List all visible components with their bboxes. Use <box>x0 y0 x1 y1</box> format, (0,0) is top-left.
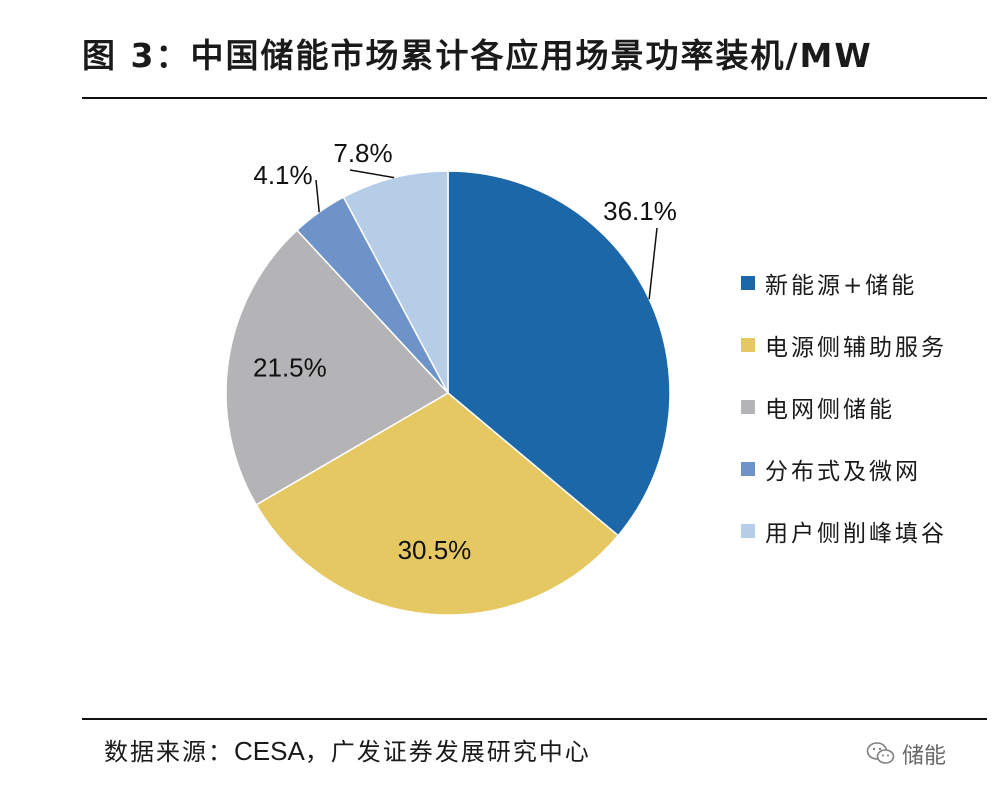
watermark-text: 储能 <box>902 744 947 769</box>
pie-slice <box>447 170 671 537</box>
legend-label: 用户侧削峰填谷 <box>765 521 947 547</box>
legend-label: 新能源+储能 <box>765 273 918 299</box>
legend-swatch <box>741 276 755 290</box>
slice-label: 30.5% <box>398 535 472 565</box>
legend-label: 电源侧辅助服务 <box>765 335 947 361</box>
source-prefix: 数据来源： <box>104 738 234 766</box>
leader-line <box>648 227 658 300</box>
legend-item: 新能源+储能 <box>741 252 991 314</box>
slice-labels: 36.1% 30.5% 21.5% 4.1% 7.8% <box>253 138 677 565</box>
pie-chart: 36.1% 30.5% 21.5% 4.1% 7.8% <box>225 138 677 616</box>
legend-item: 用户侧削峰填谷 <box>741 500 991 562</box>
legend-swatch <box>741 400 755 414</box>
slice-label: 21.5% <box>253 352 327 382</box>
legend-item: 分布式及微网 <box>741 438 991 500</box>
pie-slice <box>255 392 620 616</box>
legend-swatch <box>741 338 755 352</box>
chart-title: 图 3：中国储能市场累计各应用场景功率装机/MW <box>82 36 873 75</box>
legend-swatch <box>741 524 755 538</box>
legend-swatch <box>741 462 755 476</box>
legend: 新能源+储能 电源侧辅助服务 电网侧储能 分布式及微网 用户侧削峰填谷 <box>741 252 991 562</box>
legend-label: 分布式及微网 <box>765 459 921 485</box>
footer-divider <box>82 718 987 720</box>
watermark: 储能 <box>866 738 946 770</box>
slice-label: 7.8% <box>333 138 392 168</box>
pie-slice <box>225 229 450 506</box>
leader-line <box>349 169 395 179</box>
legend-item: 电网侧储能 <box>741 376 991 438</box>
wechat-icon <box>866 742 895 764</box>
source-suffix: ，广发证券发展研究中心 <box>304 738 591 766</box>
slice-label: 36.1% <box>603 196 677 226</box>
legend-item: 电源侧辅助服务 <box>741 314 991 376</box>
legend-label: 电网侧储能 <box>765 397 895 423</box>
title-divider <box>82 97 987 99</box>
leader-line <box>315 179 320 213</box>
source-org: CESA <box>234 736 305 766</box>
leader-lines <box>315 169 658 300</box>
pie-slices <box>225 170 671 616</box>
pie-slice <box>342 170 449 394</box>
source-note: 数据来源：CESA，广发证券发展研究中心 <box>104 728 591 774</box>
slice-label: 4.1% <box>253 160 312 190</box>
